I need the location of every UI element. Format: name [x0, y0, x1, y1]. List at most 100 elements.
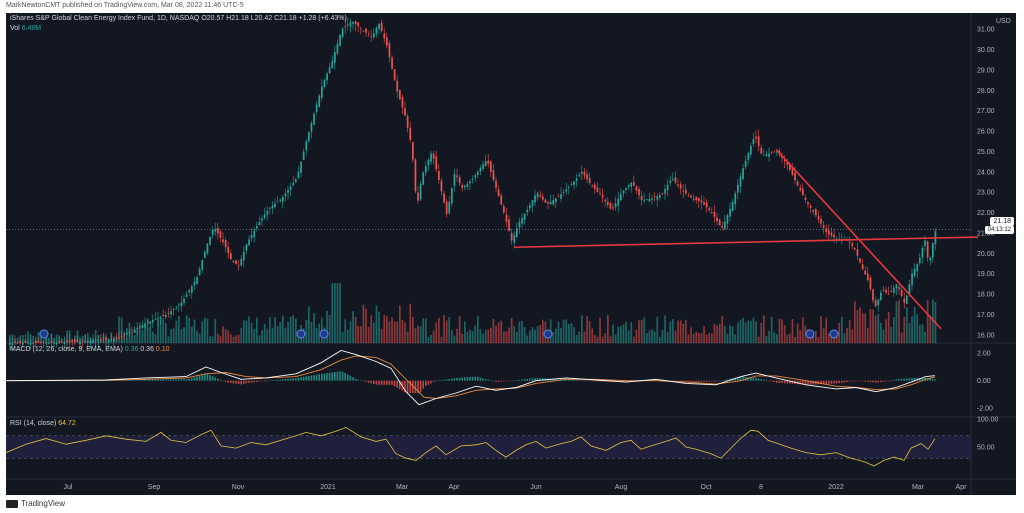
candle-body: [802, 188, 804, 196]
candle-body: [295, 179, 297, 183]
candle-body: [193, 281, 196, 286]
volume-bar: [266, 328, 269, 343]
macd-histogram-bar: [854, 380, 856, 382]
volume-bar: [534, 329, 536, 343]
macd-histogram-bar: [162, 379, 164, 381]
candle-body: [549, 201, 552, 205]
candle-body: [685, 189, 687, 194]
candle-body: [505, 214, 508, 222]
macd-tick-label: -2.00: [977, 406, 993, 413]
macd-histogram-bar: [885, 380, 887, 382]
candle-body: [24, 340, 27, 343]
macd-histogram-bar: [604, 380, 606, 382]
volume-bar: [536, 326, 539, 343]
candle-body: [924, 240, 926, 246]
volume-bar: [469, 329, 471, 343]
footer: TradingView: [6, 499, 65, 508]
macd-histogram-bar: [778, 380, 781, 383]
candle-body: [253, 230, 256, 238]
candle-body: [586, 174, 588, 180]
macd-label: MACD (12, 26, close, 9, EMA, EMA): [10, 346, 123, 353]
volume-bar: [456, 328, 458, 343]
candle-body: [890, 291, 893, 292]
volume-bar: [581, 315, 583, 343]
volume-bar: [724, 325, 726, 343]
volume-bar: [916, 314, 919, 343]
candle-body: [388, 43, 391, 58]
candle-body: [648, 198, 651, 202]
volume-bar: [635, 329, 638, 343]
candle-body: [867, 273, 869, 280]
candle-body: [815, 209, 817, 216]
volume-bar: [445, 320, 448, 343]
macd-histogram-bar: [895, 379, 898, 381]
macd-histogram-bar: [204, 374, 206, 381]
candle-body: [232, 261, 235, 263]
macd-histogram-bar: [318, 374, 320, 381]
volume-bar: [705, 334, 708, 343]
macd-histogram-bar: [536, 377, 539, 381]
volume-bar: [698, 333, 700, 343]
macd-histogram-bar: [269, 380, 271, 382]
candle-body: [183, 298, 185, 304]
macd-histogram-bar: [357, 379, 359, 381]
macd-histogram-bar: [375, 380, 378, 385]
candle-body: [29, 343, 32, 345]
volume-bar: [630, 322, 633, 343]
macd-histogram-bar: [856, 380, 859, 382]
candle-body: [139, 326, 141, 328]
volume-bar: [479, 329, 482, 343]
candle-body: [120, 336, 123, 337]
macd-histogram-bar: [464, 377, 466, 381]
candle-body: [248, 239, 250, 245]
volume-bar: [835, 334, 838, 343]
volume-bar: [911, 316, 913, 343]
volume-bar: [120, 317, 123, 343]
volume-bar: [786, 334, 789, 343]
macd-histogram-bar: [469, 377, 471, 381]
candle-body: [825, 228, 828, 232]
macd-legend: MACD (12, 26, close, 9, EMA, EMA) 0.36 0…: [10, 346, 170, 353]
footer-brand[interactable]: TradingView: [21, 499, 66, 508]
candle-body: [141, 325, 144, 329]
macd-histogram-bar: [287, 378, 289, 381]
volume-bar: [643, 317, 646, 343]
macd-histogram-bar: [742, 376, 744, 381]
last-price-tag: 21.18: [990, 217, 1014, 226]
candle-body: [42, 342, 45, 343]
candle-body: [661, 193, 664, 194]
price-tick-label: 27.00: [977, 108, 995, 115]
macd-histogram-bar: [435, 380, 437, 382]
volume-bar: [614, 334, 617, 343]
chart-area[interactable]: 31.00 30.00 29.00 28.00 27.00 26.00 25.00 24.00…: [6, 13, 1016, 495]
candle-body: [770, 152, 773, 154]
volume-bar: [620, 326, 622, 343]
macd-histogram-bar: [188, 378, 190, 381]
macd-histogram-bar: [716, 380, 718, 382]
candle-body: [287, 189, 289, 193]
candle-body: [536, 193, 539, 198]
candle-body: [588, 177, 591, 183]
volume-bar: [162, 318, 165, 343]
macd-histogram-bar: [869, 380, 872, 383]
candle-body: [596, 187, 599, 192]
volume-bar: [752, 317, 755, 343]
volume-bar: [326, 310, 328, 343]
macd-histogram-bar: [726, 379, 729, 381]
candle-body: [110, 339, 113, 341]
candle-body: [224, 239, 227, 248]
macd-histogram-bar: [456, 377, 458, 381]
volume-bar: [232, 336, 235, 343]
chart-svg[interactable]: 31.00 30.00 29.00 28.00 27.00 26.00 25.00 24.00…: [6, 13, 1016, 495]
macd-histogram-bar: [128, 379, 131, 381]
volume-bar: [607, 315, 609, 343]
macd-histogram-bar: [581, 380, 583, 381]
volume-bar: [726, 333, 729, 343]
volume-bar: [94, 330, 97, 343]
candle-body: [479, 167, 482, 172]
macd-histogram-bar: [341, 371, 344, 381]
candle-body: [495, 180, 497, 188]
candle-body: [666, 184, 669, 191]
candle-body: [791, 168, 794, 176]
